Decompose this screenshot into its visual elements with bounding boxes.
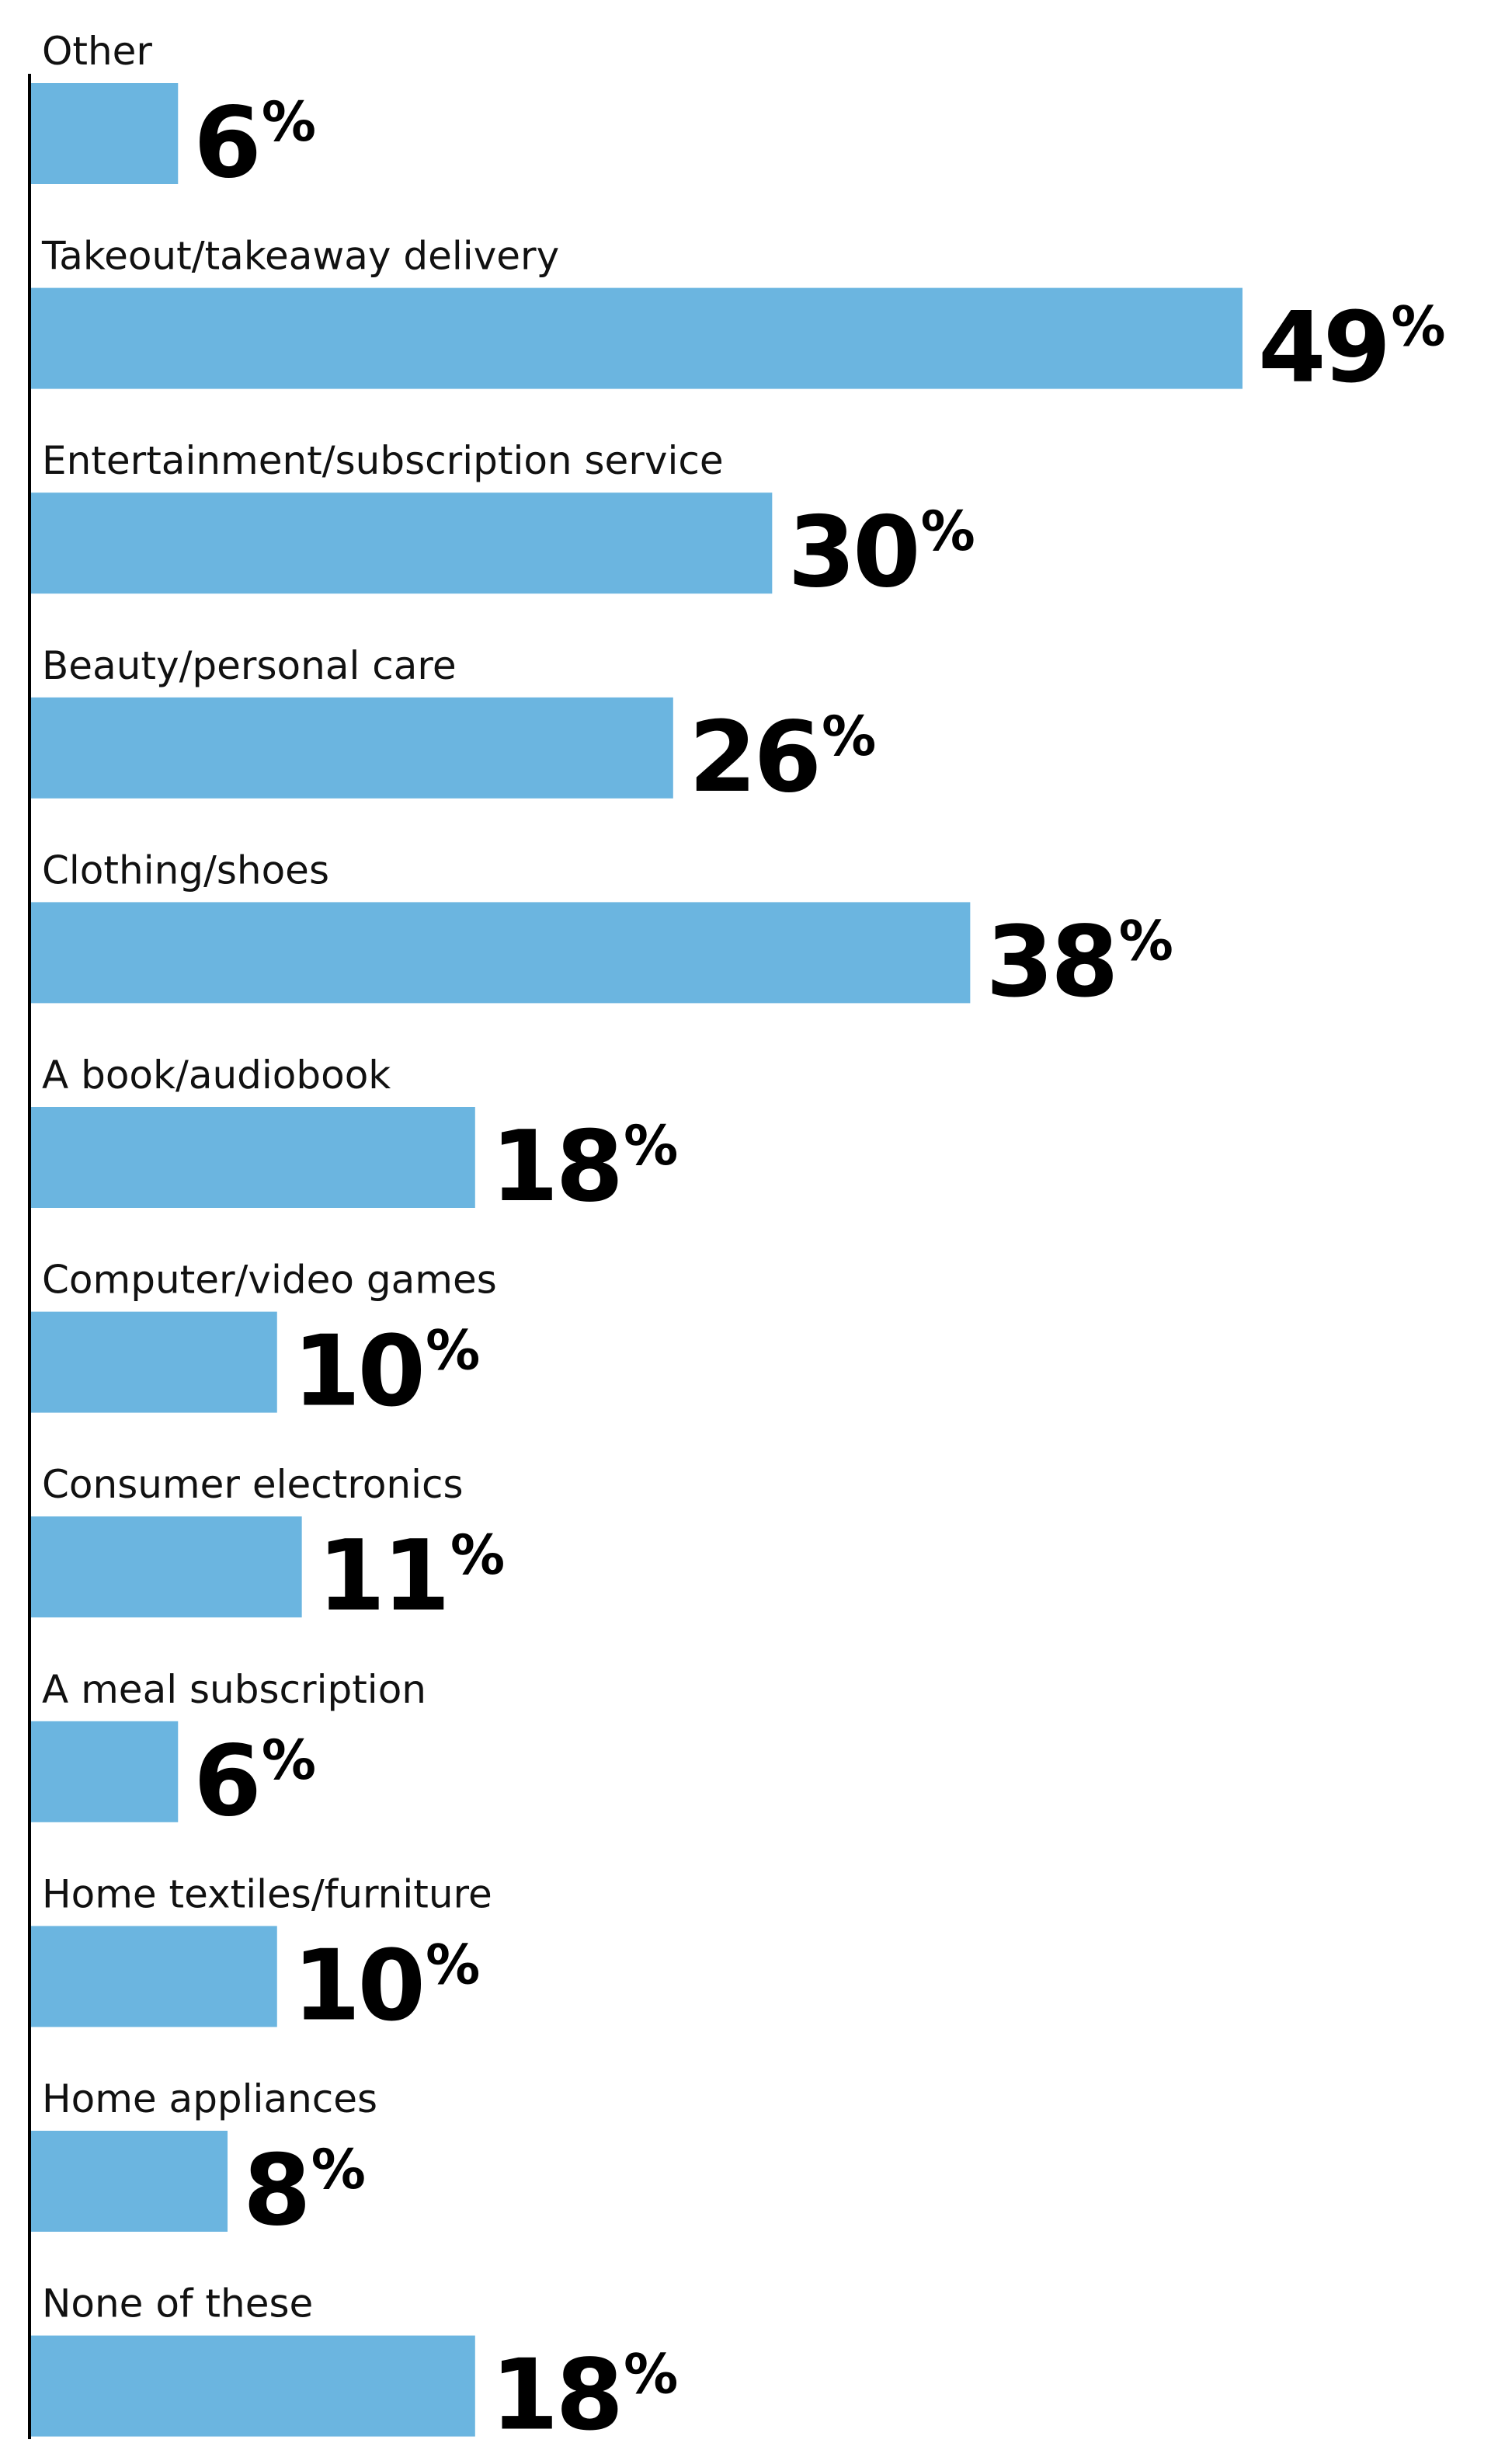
value-label: 38% (985, 904, 1173, 1018)
value-percent-sign: % (426, 1933, 480, 1996)
bar (30, 1926, 277, 2027)
bar (30, 2335, 475, 2437)
value-label: 6% (193, 1724, 316, 1838)
category-label: Consumer electronics (42, 1462, 464, 1507)
bars-layer (30, 83, 1242, 2437)
value-number: 10 (293, 1314, 422, 1429)
value-label: 6% (193, 85, 316, 200)
value-number: 30 (787, 495, 917, 609)
bar (30, 1516, 302, 1618)
value-percent-sign: % (450, 1523, 505, 1587)
value-label: 10% (293, 1314, 480, 1429)
bar (30, 1721, 179, 1822)
value-percent-sign: % (262, 90, 316, 154)
value-label: 8% (243, 2133, 366, 2247)
value-number: 6 (193, 1724, 259, 1838)
value-label: 49% (1258, 291, 1445, 405)
value-percent-sign: % (822, 705, 876, 768)
value-number: 49 (1258, 291, 1388, 405)
category-label: Beauty/personal care (42, 643, 457, 688)
value-percent-sign: % (262, 1728, 316, 1792)
value-number: 26 (689, 700, 818, 814)
category-label: Clothing/shoes (42, 847, 329, 893)
category-label: Entertainment/subscription service (42, 438, 724, 483)
value-number: 38 (985, 904, 1115, 1018)
value-number: 8 (243, 2133, 308, 2247)
value-label: 11% (318, 1519, 505, 1633)
value-number: 18 (491, 2338, 620, 2452)
value-percent-sign: % (426, 1319, 480, 1383)
value-percent-sign: % (624, 1114, 678, 1178)
category-label: A meal subscription (42, 1667, 426, 1712)
category-label: A book/audiobook (42, 1053, 391, 1098)
bar (30, 287, 1242, 389)
bar (30, 902, 971, 1004)
bar (30, 697, 673, 799)
value-label: 18% (491, 1109, 678, 1223)
bar (30, 492, 773, 594)
value-number: 18 (491, 1109, 620, 1223)
bar (30, 83, 179, 184)
value-label: 18% (491, 2338, 678, 2452)
category-label: Home appliances (42, 2076, 377, 2121)
value-label: 26% (689, 700, 876, 814)
bar (30, 2131, 228, 2232)
category-labels-layer: Other Takeout/takeaway delivery Entertainm… (41, 29, 724, 2327)
category-label: Other (42, 29, 152, 74)
value-number: 11 (318, 1519, 447, 1633)
value-percent-sign: % (624, 2343, 678, 2407)
value-percent-sign: % (921, 499, 975, 563)
value-percent-sign: % (311, 2138, 366, 2201)
value-percent-sign: % (1391, 295, 1445, 359)
category-label: Home textiles/furniture (42, 1871, 492, 1916)
value-number: 6 (193, 85, 259, 200)
category-label: Takeout/takeaway delivery (41, 234, 559, 279)
value-label: 30% (787, 495, 975, 609)
value-percent-sign: % (1119, 909, 1173, 973)
value-label: 10% (293, 1928, 480, 2042)
value-number: 10 (293, 1928, 422, 2042)
bar (30, 1107, 475, 1208)
category-label: None of these (42, 2281, 313, 2327)
bar (30, 1311, 277, 1413)
category-label: Computer/video games (42, 1258, 497, 1303)
value-labels-layer: 6%49%30%26%38%18%10%11%6%10%8%18% (193, 85, 1445, 2452)
